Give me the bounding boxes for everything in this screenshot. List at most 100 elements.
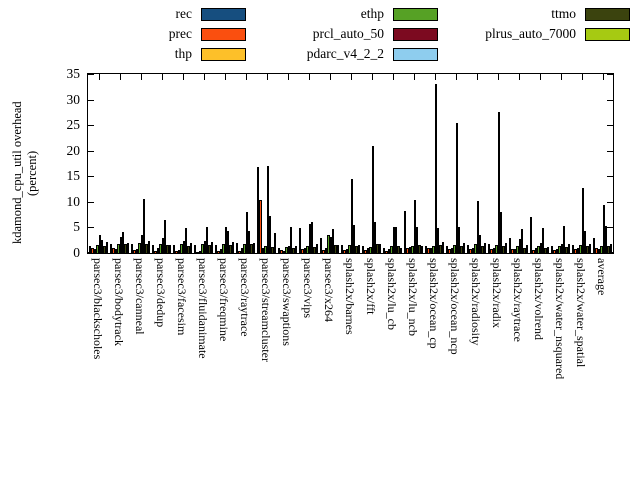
- bar-prec-splash2x/fft: [364, 249, 367, 253]
- bar-ttmo-splash2x/radix: [502, 245, 505, 253]
- bar-prec-splash2x/radix: [490, 249, 493, 253]
- bar-rec-parsec3/raytrace: [235, 243, 239, 253]
- bar-rec-parsec3/swaptions: [277, 248, 281, 253]
- bar-ttmo-parsec3/swaptions: [292, 247, 295, 253]
- x-tick-label-parsec3/freqmine: parsec3/freqmine: [216, 258, 231, 342]
- bar-prec-splash2x/lu_cb: [385, 250, 388, 253]
- bar-pdarc_v4_2_2-parsec3/dedup: [163, 219, 167, 253]
- legend-item-plrus_auto_7000: plrus_auto_7000: [438, 24, 630, 44]
- bar-prec-parsec3/streamcluster: [259, 199, 262, 253]
- bar-prcl_auto_50-splash2x/ocean_ncp: [455, 122, 458, 253]
- x-tick-mark: [560, 74, 562, 80]
- x-tick-label-splash2x/barnes: splash2x/barnes: [342, 258, 357, 335]
- bar-ethp-parsec3/blackscholes: [96, 245, 99, 253]
- bar-ethp-splash2x/radiosity: [474, 244, 477, 253]
- bar-pdarc_v4_2_2-splash2x/radix: [499, 211, 503, 253]
- bar-rec-parsec3/dedup: [151, 245, 155, 253]
- bar-group-parsec3/raytrace: [235, 74, 256, 253]
- y-tick-mark: [607, 201, 613, 203]
- bar-ethp-parsec3/fluidanimate: [201, 243, 204, 253]
- bar-thp-splash2x/barnes: [345, 248, 349, 253]
- bar-thp-parsec3/vips: [303, 248, 307, 253]
- bar-pdarc_v4_2_2-splash2x/water_spatial: [583, 230, 587, 253]
- bar-ethp-parsec3/freqmine: [222, 244, 225, 253]
- bar-pdarc_v4_2_2-splash2x/fft: [373, 221, 377, 253]
- bar-plrus_auto_7000-splash2x/water_spatial: [588, 244, 592, 253]
- x-tick-mark: [308, 74, 310, 80]
- x-tick-mark: [518, 74, 520, 80]
- bar-ethp-parsec3/swaptions: [285, 247, 288, 253]
- bar-plrus_auto_7000-splash2x/volrend: [546, 246, 550, 253]
- legend-item-pdarc_v4_2_2: pdarc_v4_2_2: [246, 44, 438, 64]
- legend-label-ethp: ethp: [360, 6, 384, 21]
- x-tick-label-splash2x/radix: splash2x/radix: [489, 258, 504, 328]
- x-tick-mark: [287, 74, 289, 80]
- bar-ethp-splash2x/ocean_cp: [432, 245, 435, 253]
- bar-prcl_auto_50-parsec3/blackscholes: [98, 234, 101, 253]
- y-tick-mark: [607, 227, 613, 229]
- bar-prcl_auto_50-parsec3/raytrace: [245, 212, 248, 253]
- bar-ttmo-parsec3/dedup: [166, 244, 169, 253]
- bar-group-splash2x/ocean_cp: [424, 74, 445, 253]
- bar-plrus_auto_7000-parsec3/fluidanimate: [210, 242, 214, 253]
- bar-group-parsec3/x264: [319, 74, 340, 253]
- bar-pdarc_v4_2_2-splash2x/water_nsquared: [562, 225, 566, 253]
- bar-plrus_auto_7000-splash2x/lu_ncb: [420, 245, 424, 253]
- bar-ethp-parsec3/raytrace: [243, 244, 246, 253]
- bar-thp-parsec3/freqmine: [219, 249, 223, 253]
- bar-pdarc_v4_2_2-splash2x/lu_ncb: [415, 226, 419, 253]
- bar-prec-parsec3/facesim: [175, 251, 178, 253]
- x-tick-mark: [140, 74, 142, 80]
- x-tick-label-parsec3/canneal: parsec3/canneal: [132, 258, 147, 335]
- bar-rec-parsec3/x264: [319, 237, 323, 253]
- bar-pdarc_v4_2_2-parsec3/blackscholes: [100, 240, 104, 253]
- x-tick-mark: [497, 74, 499, 80]
- bar-ttmo-parsec3/vips: [313, 246, 316, 253]
- bar-group-splash2x/ocean_ncp: [445, 74, 466, 253]
- bar-rec-parsec3/facesim: [172, 244, 176, 253]
- y-tick-mark: [88, 74, 94, 75]
- bar-rec-parsec3/freqmine: [214, 245, 218, 253]
- x-tick-label-parsec3/fluidanimate: parsec3/fluidanimate: [195, 258, 210, 359]
- bar-prcl_auto_50-splash2x/lu_cb: [392, 227, 395, 253]
- legend-swatch-ttmo: [585, 7, 630, 21]
- bar-prec-parsec3/freqmine: [217, 251, 220, 253]
- bar-rec-splash2x/fft: [361, 245, 365, 253]
- bar-plrus_auto_7000-parsec3/streamcluster: [273, 232, 277, 253]
- bar-thp-splash2x/fft: [366, 248, 370, 253]
- bar-plrus_auto_7000-parsec3/facesim: [189, 243, 193, 253]
- bar-ethp-splash2x/barnes: [348, 245, 351, 253]
- bar-thp-parsec3/swaptions: [282, 250, 286, 253]
- bar-group-splash2x/barnes: [340, 74, 361, 253]
- y-tick-mark: [607, 74, 613, 75]
- y-tick-label-35: 35: [66, 66, 81, 81]
- bar-prec-parsec3/canneal: [133, 250, 136, 253]
- x-tick-label-splash2x/raytrace: splash2x/raytrace: [510, 258, 525, 342]
- x-tick-label-splash2x/volrend: splash2x/volrend: [531, 258, 546, 340]
- x-tick-label-splash2x/lu_cb: splash2x/lu_cb: [384, 258, 399, 330]
- x-tick-label-parsec3/blackscholes: parsec3/blackscholes: [90, 258, 105, 360]
- bar-plrus_auto_7000-splash2x/lu_cb: [399, 247, 403, 253]
- bar-prcl_auto_50-average: [602, 205, 605, 253]
- bar-thp-parsec3/dedup: [156, 248, 160, 253]
- x-tick-mark: [161, 74, 163, 80]
- y-tick-mark: [88, 227, 94, 229]
- legend-swatch-plrus_auto_7000: [585, 27, 630, 41]
- bar-ethp-splash2x/ocean_ncp: [453, 245, 456, 253]
- bar-prec-parsec3/bodytrack: [112, 247, 115, 253]
- bar-prcl_auto_50-parsec3/fluidanimate: [203, 241, 206, 253]
- bar-thp-splash2x/water_spatial: [576, 248, 580, 253]
- x-tick-label-splash2x/water_nsquared: splash2x/water_nsquared: [552, 258, 567, 380]
- bar-plrus_auto_7000-splash2x/ocean_ncp: [462, 242, 466, 253]
- x-tick-mark: [476, 74, 478, 80]
- legend-swatch-prec: [201, 27, 246, 41]
- bar-ttmo-splash2x/volrend: [544, 247, 547, 253]
- bar-group-parsec3/freqmine: [214, 74, 235, 253]
- y-tick-mark: [88, 125, 94, 127]
- bar-ttmo-parsec3/blackscholes: [103, 245, 106, 253]
- bar-rec-splash2x/raytrace: [508, 237, 512, 253]
- bar-group-parsec3/streamcluster: [256, 74, 277, 253]
- y-tick-mark: [607, 176, 613, 178]
- bar-thp-splash2x/volrend: [534, 248, 538, 253]
- bar-plrus_auto_7000-parsec3/x264: [336, 244, 340, 253]
